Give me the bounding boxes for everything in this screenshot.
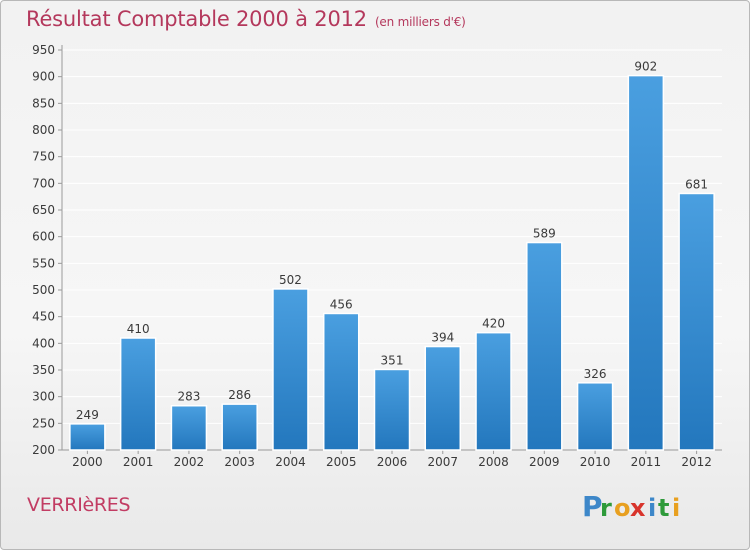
logo-letter: t bbox=[658, 494, 669, 522]
logo-letter: x bbox=[630, 494, 646, 522]
x-tick-label-2000: 2000 bbox=[72, 455, 103, 469]
bar-2000 bbox=[69, 423, 106, 451]
y-tick-label: 450 bbox=[32, 310, 55, 324]
x-tick-label-2012: 2012 bbox=[681, 455, 712, 469]
x-tick-label-2007: 2007 bbox=[427, 455, 458, 469]
logo-letter: P bbox=[582, 490, 603, 523]
y-tick-label: 300 bbox=[32, 390, 55, 404]
value-label-2007: 394 bbox=[431, 331, 454, 345]
x-tick-label-2009: 2009 bbox=[529, 455, 560, 469]
x-tick-label-2002: 2002 bbox=[174, 455, 205, 469]
y-tick-label: 750 bbox=[32, 150, 55, 164]
chart-subtitle: (en milliers d'€) bbox=[374, 15, 466, 29]
y-tick-label: 400 bbox=[32, 336, 55, 350]
value-label-2012: 681 bbox=[685, 177, 708, 191]
bar-2012 bbox=[678, 192, 715, 451]
bar-2002 bbox=[170, 404, 208, 451]
bar-2010 bbox=[576, 382, 614, 451]
value-label-2004: 502 bbox=[279, 273, 302, 287]
y-tick-label: 250 bbox=[32, 416, 55, 430]
bar-2005 bbox=[322, 312, 360, 451]
value-label-2010: 326 bbox=[584, 367, 607, 381]
value-label-2003: 286 bbox=[228, 388, 251, 402]
value-label-2011: 902 bbox=[634, 60, 657, 74]
commune-name: VERRIèRES bbox=[27, 494, 131, 516]
value-label-2005: 456 bbox=[330, 297, 353, 311]
y-tick-label: 500 bbox=[32, 283, 55, 297]
y-tick-label: 850 bbox=[32, 96, 55, 110]
x-tick-label-2001: 2001 bbox=[123, 455, 154, 469]
value-label-2000: 249 bbox=[76, 408, 99, 422]
value-label-2002: 283 bbox=[177, 390, 200, 404]
bars bbox=[69, 74, 715, 451]
bar-2008 bbox=[475, 331, 512, 451]
x-tick-label-2004: 2004 bbox=[275, 455, 306, 469]
y-tick-label: 950 bbox=[32, 43, 55, 57]
value-label-2006: 351 bbox=[381, 353, 404, 367]
x-tick-label-2011: 2011 bbox=[631, 455, 662, 469]
axes: 200 250 300 350 400 450 500 550 600 650 700 750 800 8… bbox=[32, 43, 722, 469]
value-label-2008: 420 bbox=[482, 317, 505, 331]
value-label-2001: 410 bbox=[127, 322, 150, 336]
bar-2003 bbox=[221, 403, 258, 451]
data-labels: 249 410 283 286 502 456 351 394 420 589 326 902 681 bbox=[76, 60, 708, 422]
proxiti-logo: Pr o x i t i bbox=[582, 490, 680, 523]
bar-2011 bbox=[627, 74, 665, 451]
logo-letter: i bbox=[672, 494, 680, 522]
x-tick-label-2003: 2003 bbox=[224, 455, 255, 469]
y-tick-label: 600 bbox=[32, 230, 55, 244]
bar-2004 bbox=[272, 288, 309, 451]
logo-letter: r bbox=[600, 494, 612, 522]
chart-title: Résultat Comptable 2000 à 2012 (en millie… bbox=[26, 7, 466, 31]
x-tick-label-2008: 2008 bbox=[478, 455, 509, 469]
y-tick-label: 650 bbox=[32, 203, 55, 217]
logo-letter: o bbox=[614, 494, 631, 522]
y-tick-label: 800 bbox=[32, 123, 55, 137]
bar-2007 bbox=[424, 345, 462, 451]
value-label-2009: 589 bbox=[533, 227, 556, 241]
x-tick-label-2006: 2006 bbox=[377, 455, 408, 469]
y-tick-label: 200 bbox=[32, 443, 55, 457]
bar-2001 bbox=[119, 337, 157, 451]
bar-2006 bbox=[373, 368, 411, 451]
x-tick-label-2005: 2005 bbox=[326, 455, 357, 469]
y-tick-label: 900 bbox=[32, 70, 55, 84]
y-tick-label: 700 bbox=[32, 176, 55, 190]
bar-2009 bbox=[526, 241, 563, 451]
y-tick-label: 550 bbox=[32, 256, 55, 270]
logo-letter: i bbox=[648, 494, 656, 522]
x-tick-label-2010: 2010 bbox=[580, 455, 611, 469]
y-tick-label: 350 bbox=[32, 363, 55, 377]
